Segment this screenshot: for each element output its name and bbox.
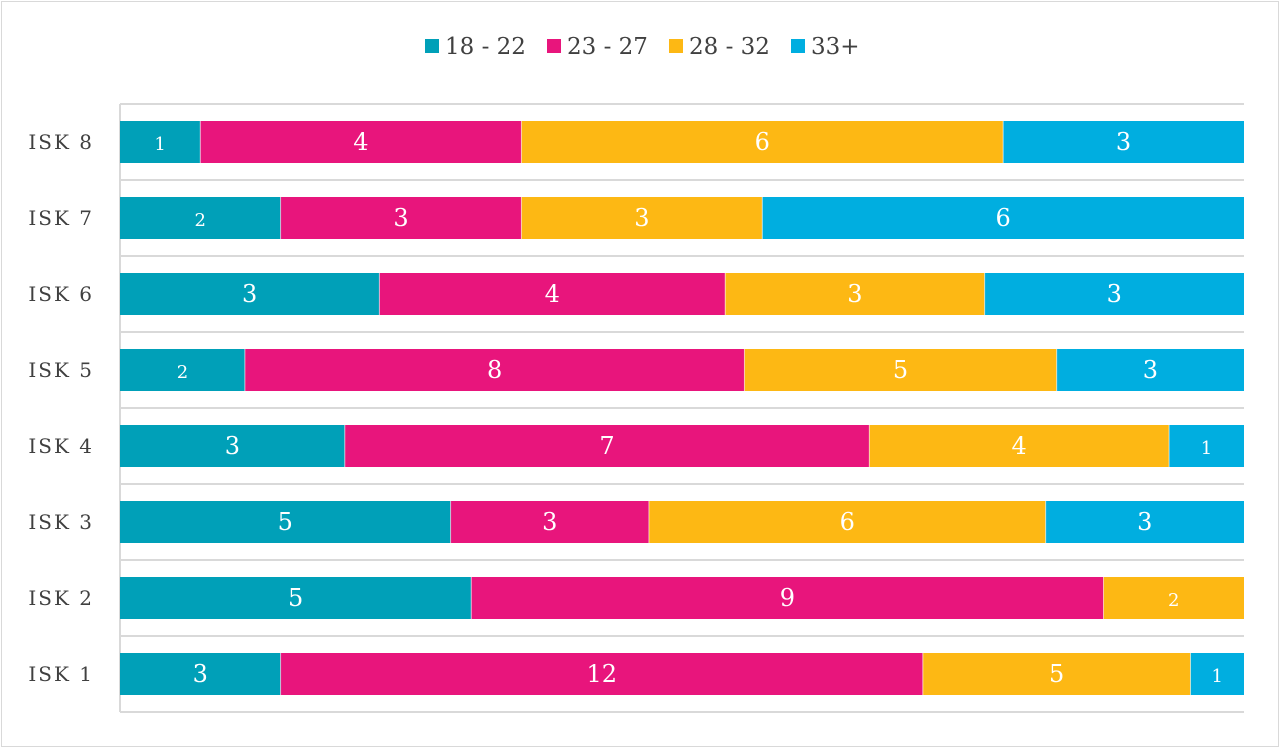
data-label: 3 [1116, 128, 1131, 156]
data-label: 1 [1212, 666, 1223, 687]
data-label: 9 [780, 584, 795, 612]
bar-segment [120, 121, 201, 163]
bar-segment [280, 197, 522, 239]
bar-segment [120, 653, 281, 695]
bar-segment [379, 273, 726, 315]
data-label: 3 [1137, 508, 1152, 536]
legend-swatch [425, 39, 439, 53]
bar-segment [744, 349, 1057, 391]
bar-segment [471, 577, 1104, 619]
data-label: 3 [542, 508, 557, 536]
data-label: 6 [840, 508, 855, 536]
bar-segment [648, 501, 1046, 543]
category-label: ISK 7 [28, 206, 94, 230]
data-label: 2 [1168, 590, 1179, 611]
bar-segment [521, 197, 763, 239]
category-label: ISK 8 [28, 130, 94, 154]
data-label: 2 [177, 362, 188, 383]
data-label: 4 [545, 280, 560, 308]
data-label: 3 [225, 432, 240, 460]
data-label: 7 [599, 432, 614, 460]
data-label: 2 [195, 210, 206, 231]
data-label: 6 [755, 128, 770, 156]
bar-segment [280, 653, 923, 695]
legend-label: 18 - 22 [445, 34, 526, 60]
bar-segment [244, 349, 745, 391]
bar-segment [762, 197, 1244, 239]
legend: 18 - 22 23 - 27 28 - 32 33+ [425, 34, 860, 60]
bar-segment [200, 121, 522, 163]
bar-segment [1169, 425, 1244, 467]
data-label: 4 [1012, 432, 1027, 460]
legend-label: 23 - 27 [567, 34, 648, 60]
category-label: ISK 6 [28, 282, 94, 306]
bar-segment [725, 273, 985, 315]
data-label: 5 [893, 356, 908, 384]
bar-segment [450, 501, 649, 543]
bar-segment [120, 501, 451, 543]
bar-segment [869, 425, 1170, 467]
legend-label: 33+ [811, 34, 860, 60]
legend-swatch [791, 39, 805, 53]
bar-segment [120, 425, 345, 467]
bar-segment [984, 273, 1244, 315]
data-label: 5 [1049, 660, 1064, 688]
data-label: 4 [353, 128, 368, 156]
data-label: 5 [278, 508, 293, 536]
data-label: 5 [288, 584, 303, 612]
category-label: ISK 4 [28, 434, 94, 458]
data-label: 1 [1201, 438, 1212, 459]
data-label: 3 [242, 280, 257, 308]
category-label: ISK 5 [28, 358, 94, 382]
bar-segment [120, 273, 380, 315]
data-label: 3 [634, 204, 649, 232]
legend-swatch [547, 39, 561, 53]
data-label: 3 [1107, 280, 1122, 308]
legend-swatch [669, 39, 683, 53]
data-label: 12 [586, 660, 617, 688]
bar-segment [1103, 577, 1244, 619]
data-label: 3 [847, 280, 862, 308]
bar-segment [922, 653, 1191, 695]
bar-segment [521, 121, 1004, 163]
data-label: 3 [1143, 356, 1158, 384]
data-label: 8 [487, 356, 502, 384]
bar-segment [1190, 653, 1244, 695]
bar-segment [120, 197, 281, 239]
data-label: 1 [154, 134, 165, 155]
data-label: 3 [393, 204, 408, 232]
bar-segment [1045, 501, 1244, 543]
legend-label: 28 - 32 [689, 34, 770, 60]
category-label: ISK 2 [28, 586, 94, 610]
bar-segment [120, 577, 472, 619]
bar-segment [120, 349, 245, 391]
data-label: 3 [193, 660, 208, 688]
bar-segment [344, 425, 870, 467]
bar-segment [1003, 121, 1244, 163]
data-label: 6 [996, 204, 1011, 232]
category-label: ISK 3 [28, 510, 94, 534]
bar-segment [1056, 349, 1244, 391]
category-label: ISK 1 [28, 662, 94, 686]
